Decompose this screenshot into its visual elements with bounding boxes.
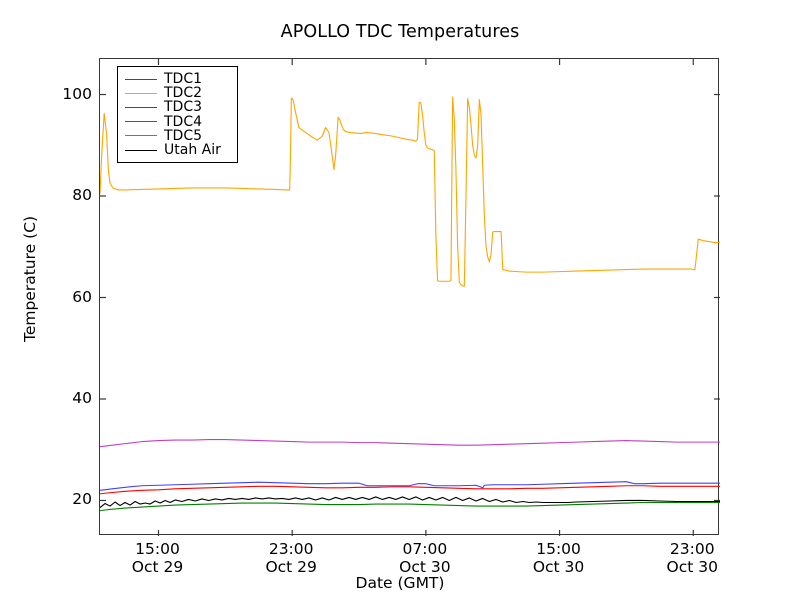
series-line-tdc3 [100,501,720,512]
y-axis-title: Temperature (C) [21,215,39,343]
x-tick-label: 23:00 Oct 29 [236,540,346,577]
legend-item-tdc3: TDC3 [123,100,231,114]
legend-item-label: Utah Air [164,142,221,159]
x-tick-time: 07:00 [402,540,448,558]
series-line-utah-air [100,496,720,509]
legend-item-tdc4: TDC4 [123,115,231,129]
series-line-tdc4 [100,481,720,491]
legend-color-swatch [125,135,157,137]
x-tick-date: Oct 29 [265,558,317,577]
series-line-tdc2 [100,96,720,287]
legend-item-label: TDC4 [164,113,203,130]
x-tick-label: 23:00 Oct 30 [637,540,747,577]
x-tick-date: Oct 30 [532,558,585,577]
x-tick-date: Oct 29 [131,558,184,577]
y-tick-label: 20 [72,490,92,509]
legend-color-swatch [125,149,157,151]
legend-item-tdc2: TDC2 [123,86,231,100]
legend-color-swatch [125,121,157,123]
legend-item-tdc5: TDC5 [123,129,231,143]
legend-item-label: TDC1 [164,71,203,88]
x-tick-time: 15:00 [135,540,180,558]
plot-lines [100,59,720,536]
legend-item-label: TDC3 [164,99,203,116]
series-line-tdc1 [100,485,720,495]
x-tick-label: 15:00 Oct 30 [504,540,614,577]
chart-title: APOLLO TDC Temperatures [280,22,520,42]
x-axis-tick-labels: 15:00 Oct 29 23:00 Oct 29 07:00 Oct 30 15:00 Oc… [0,540,800,584]
y-tick-label: 100 [62,84,92,103]
x-tick-date: Oct 30 [666,558,718,577]
legend-color-swatch [125,78,157,80]
y-tick-label: 60 [72,287,92,306]
chart-legend: TDC1 TDC2 TDC3 TDC4 TDC5 Utah Air [117,66,238,164]
legend-item-tdc1: TDC1 [123,72,231,86]
x-tick-label: 07:00 Oct 30 [370,540,480,577]
x-tick-time: 23:00 [268,540,314,558]
legend-item-label: TDC2 [164,85,203,102]
x-axis-title: Date (GMT) [355,574,445,592]
legend-color-swatch [125,106,157,108]
legend-item-utah-air: Utah Air [123,143,231,157]
x-tick-time: 23:00 [669,540,715,558]
y-tick-label: 40 [72,388,92,407]
legend-item-label: TDC5 [164,127,203,144]
x-tick-label: 15:00 Oct 29 [102,540,212,577]
y-axis-tick-labels: 20 40 60 80 100 [40,0,92,600]
x-tick-date: Oct 30 [399,558,451,577]
series-line-tdc5 [100,439,720,448]
legend-color-swatch [125,92,157,94]
y-tick-label: 80 [72,186,92,204]
x-tick-time: 15:00 [536,540,581,558]
